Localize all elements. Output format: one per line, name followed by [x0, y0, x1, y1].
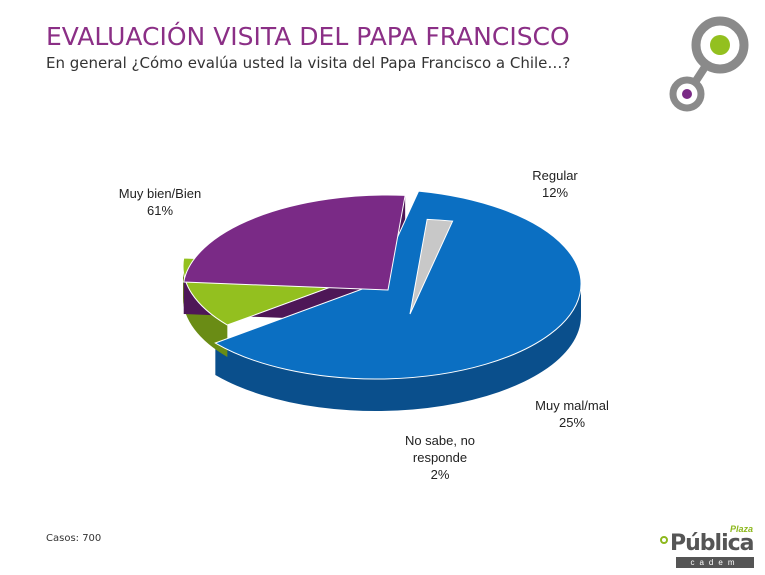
slice-label-3: No sabe, no responde 2% — [405, 433, 475, 482]
pie-slice-0 — [214, 190, 582, 380]
slice-value-label: 2% — [431, 467, 450, 482]
chart-title: EVALUACIÓN VISITA DEL PAPA FRANCISCO — [46, 22, 570, 51]
pie-slice-side-0 — [215, 284, 581, 411]
brand-cadem: cadem — [676, 557, 754, 568]
slice-value-label: 25% — [559, 415, 585, 430]
slice-category-label: Muy mal/mal — [535, 398, 609, 413]
slice-value-label: 61% — [147, 203, 173, 218]
pie-slice-3 — [409, 218, 454, 315]
slice-value-label: 12% — [542, 185, 568, 200]
slice-category-label: Regular — [532, 168, 578, 183]
slice-label-1: Regular 12% — [532, 168, 578, 200]
slice-label-0: Muy bien/Bien 61% — [119, 186, 201, 218]
slice-label-2: Muy mal/mal 25% — [535, 398, 609, 430]
brand-publica: Pública — [670, 531, 755, 556]
brand-plaza: Plaza — [730, 524, 754, 534]
slice-category-label: Muy bien/Bien — [119, 186, 201, 201]
plaza-publica-circles-logo — [668, 14, 758, 114]
brand-dot-icon — [660, 536, 668, 544]
plaza-publica-cadem-logo: Plaza Pública cadem — [660, 524, 758, 570]
pie-slice-2 — [183, 194, 406, 291]
slice-category-label: responde — [413, 450, 467, 465]
chart-subtitle: En general ¿Cómo evalúa usted la visita … — [46, 54, 571, 72]
slice-category-label: No sabe, no — [405, 433, 475, 448]
sample-size-footnote: Casos: 700 — [46, 533, 102, 544]
